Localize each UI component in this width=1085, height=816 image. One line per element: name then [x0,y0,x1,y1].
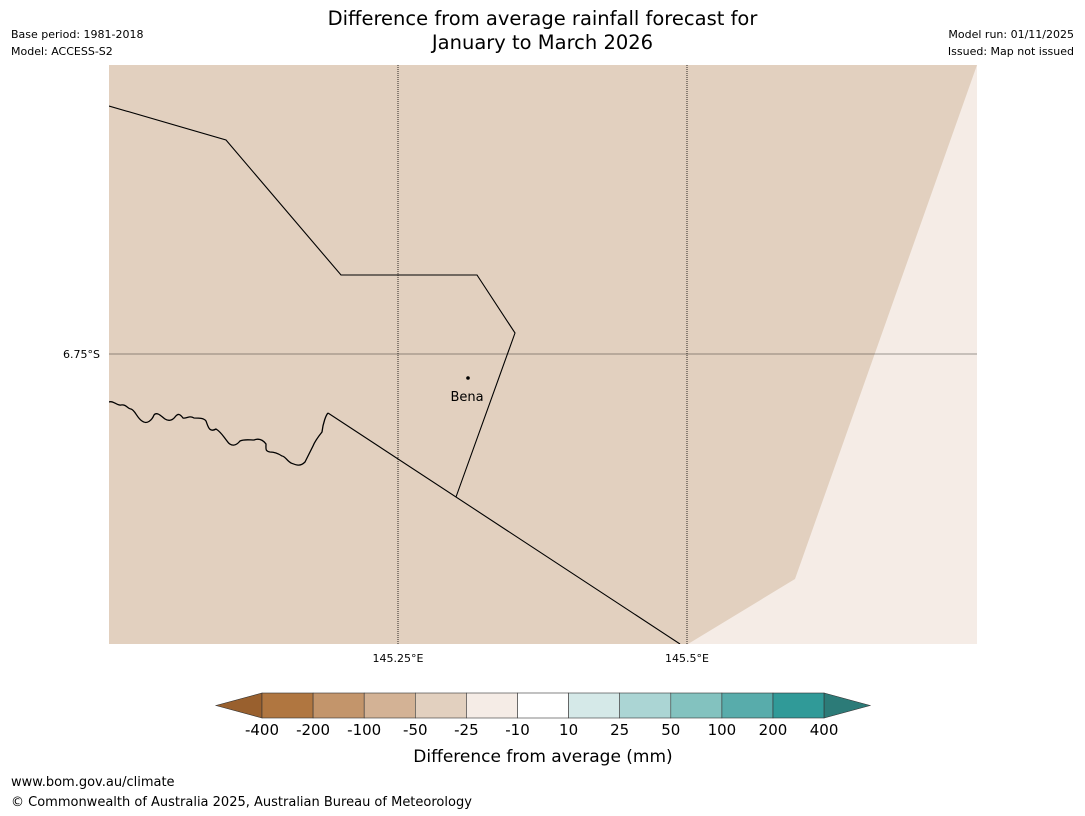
colorbar-tick-label: 100 [708,721,737,739]
colorbar-extend-high [823,692,872,719]
colorbar-tick-label: -400 [245,721,279,739]
latitude-label: 6.75°S [63,348,100,361]
colorbar-swatch [414,692,467,719]
colorbar-swatch [721,692,774,719]
colorbar-title: Difference from average (mm) [413,747,672,767]
city-label-bena: Bena [450,390,483,405]
colorbar-swatch [619,692,672,719]
colorbar-tick-label: -100 [347,721,381,739]
colorbar-swatch [466,692,518,719]
colorbar-swatches [214,692,872,719]
colorbar-tick-label: 50 [661,721,680,739]
colorbar-extend-low [214,692,263,719]
map-title: Difference from average rainfall forecas… [0,7,1085,55]
colorbar-swatch [772,692,825,719]
colorbar-swatch [568,692,620,719]
longitude-label-145-25: 145.25°E [373,652,424,665]
forecast-zone-minus25-to-minus10 [688,65,977,644]
colorbar-tick-label: -25 [454,721,479,739]
colorbar-swatch [363,692,416,719]
issued-text: Issued: Map not issued [947,45,1074,58]
colorbar-tick-label: 10 [559,721,578,739]
map-boundaries [109,65,977,644]
model-run-text: Model run: 01/11/2025 [948,28,1074,41]
colorbar-swatch [670,692,723,719]
map-axes: 6.75°S 145.25°E 145.5°E [63,348,709,665]
colorbar-tick-label: 400 [810,721,839,739]
base-period-text: Base period: 1981-2018 [11,28,144,41]
province-boundary-south [327,412,681,644]
colorbar-ticks: -400 -200 -100 -50 -25 -10 10 25 50 100 200 400 [245,721,838,739]
footer-copyright: © Commonwealth of Australia 2025, Austra… [11,795,472,810]
colorbar: -400 -200 -100 -50 -25 -10 10 25 50 100 200 400 Dif… [214,692,872,767]
colorbar-tick-label: 25 [610,721,629,739]
colorbar-tick-label: -50 [403,721,428,739]
city-marker [466,376,470,380]
colorbar-tick-label: -10 [505,721,530,739]
metadata-left: Base period: 1981-2018 Model: ACCESS-S2 [11,26,143,60]
title-line-1: Difference from average rainfall forecas… [327,7,758,30]
longitude-label-145-5: 145.5°E [665,652,709,665]
colorbar-swatch [312,692,365,719]
colorbar-tick-label: 200 [759,721,788,739]
model-text: Model: ACCESS-S2 [11,45,113,58]
colorbar-tick-label: -200 [296,721,330,739]
footer-url: www.bom.gov.au/climate [11,775,175,790]
coastline [109,400,329,466]
colorbar-swatch [261,692,314,719]
province-boundary [109,105,516,498]
metadata-right: Model run: 01/11/2025 Issued: Map not is… [948,26,1074,60]
map-panel: Bena [109,65,977,644]
colorbar-swatch [517,692,569,719]
title-line-2: January to March 2026 [431,31,654,54]
